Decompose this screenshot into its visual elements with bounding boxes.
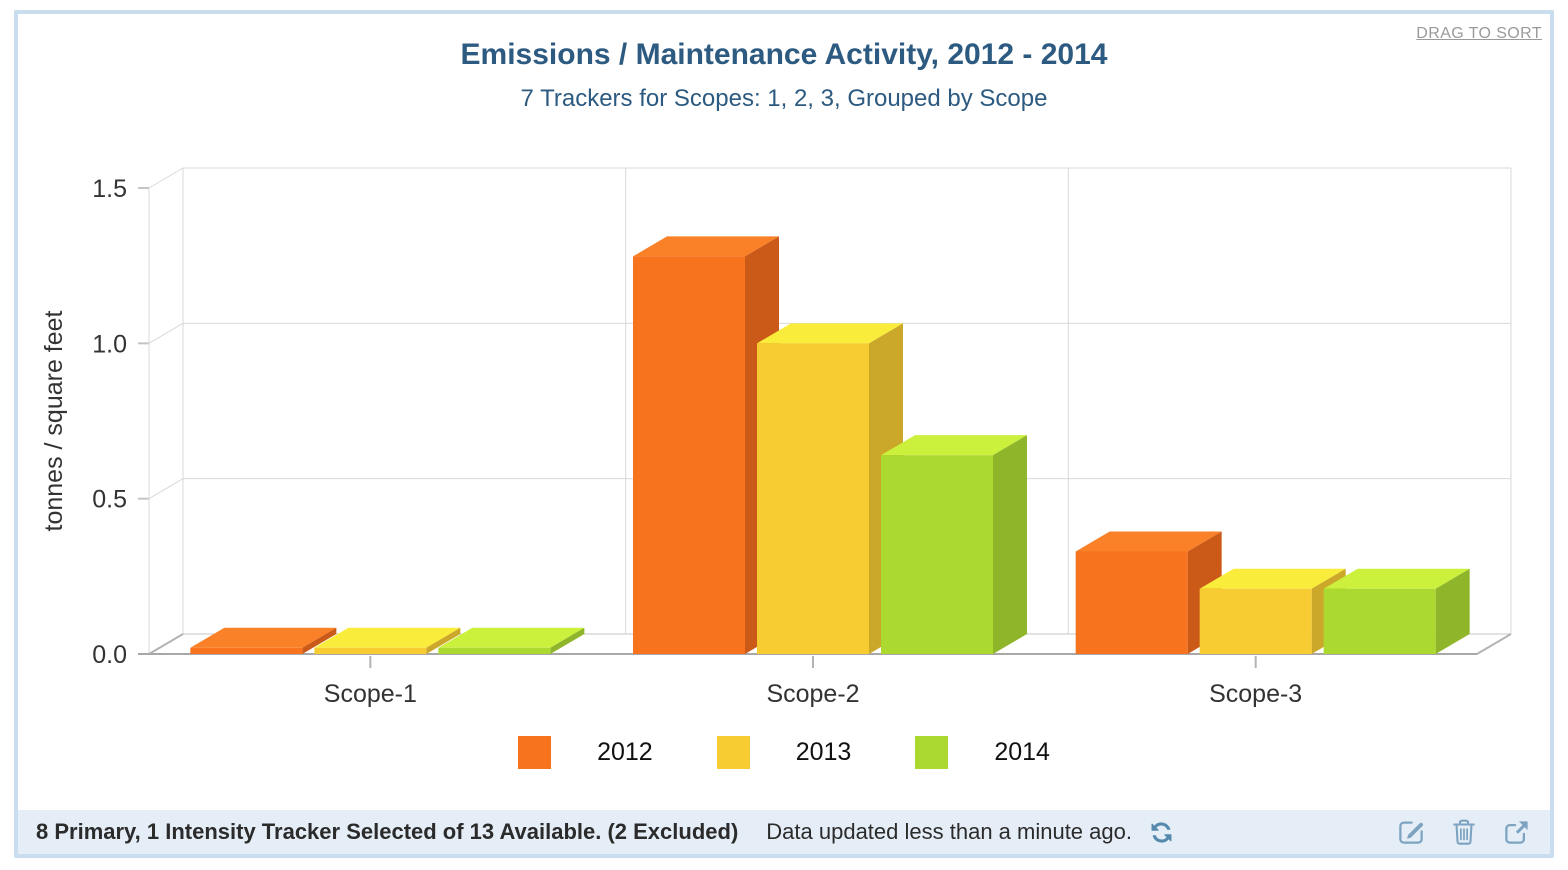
tracker-summary-text: 8 Primary, 1 Intensity Tracker Selected … [36,819,739,844]
refresh-icon[interactable] [1148,819,1175,846]
legend-swatch [716,736,750,769]
bar-scope-3-2014[interactable] [1323,568,1470,654]
bar-scope-2-2014[interactable] [881,435,1027,654]
data-updated-text: Data updated less than a minute ago. [766,819,1132,844]
trash-icon[interactable] [1450,817,1478,847]
status-bar: 8 Primary, 1 Intensity Tracker Selected … [18,810,1550,854]
chart-title: Emissions / Maintenance Activity, 2012 -… [460,38,1108,71]
legend-item-2012[interactable]: 2012 [518,736,653,769]
bar-scope-3-2012[interactable] [1075,531,1222,654]
legend-label: 2013 [795,738,852,766]
chart-subtitle: 7 Trackers for Scopes: 1, 2, 3, Grouped … [520,85,1048,112]
edit-icon[interactable] [1396,817,1426,847]
bar-scope-1-2014[interactable] [438,627,585,654]
legend-item-2014[interactable]: 2014 [915,736,1050,769]
legend-label: 2012 [597,738,653,766]
legend-label: 2014 [994,738,1050,766]
footer-actions [1396,817,1532,847]
legend-item-2013[interactable]: 2013 [716,736,852,769]
drag-to-sort-handle[interactable]: DRAG TO SORT [1416,25,1542,42]
bar-scope-1-2013[interactable] [314,627,461,654]
legend-swatch [518,736,552,769]
legend-swatch [915,736,949,769]
chart-legend: 2012 2013 2014 [0,736,1568,769]
external-link-icon[interactable] [1502,817,1532,847]
bar-scope-1-2012[interactable] [190,627,337,654]
